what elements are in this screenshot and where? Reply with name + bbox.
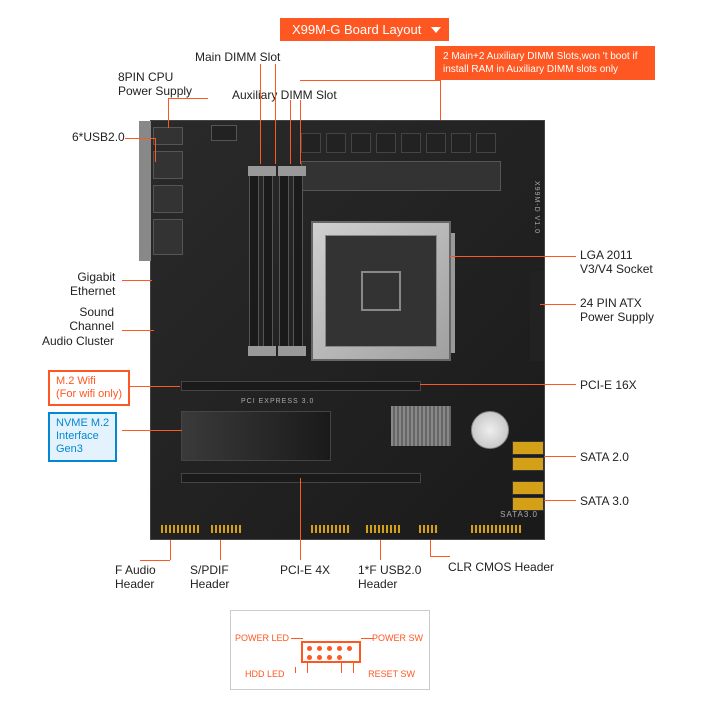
label-spdif: S/PDIF Header	[190, 563, 229, 592]
label-pcie4: PCI-E 4X	[280, 563, 330, 577]
label-faudio: F Audio Header	[115, 563, 156, 592]
label-audio: Sound Channel Audio Cluster	[42, 305, 114, 348]
label-m2wifi: M.2 Wifi (For wifi only)	[48, 370, 130, 406]
label-socket: LGA 2011 V3/V4 Socket	[580, 248, 653, 277]
label-aux-dimm: Auxiliary DIMM Slot	[232, 88, 337, 102]
front-panel-diagram: POWER LED POWER SW HDD LED RESET SW	[230, 610, 430, 690]
warning-box: 2 Main+2 Auxiliary DIMM Slots,won 't boo…	[435, 46, 655, 80]
diagram-root: X99M-G Board Layout 2 Main+2 Auxiliary D…	[0, 0, 720, 720]
label-usb: 6*USB2.0	[72, 130, 125, 144]
label-ethernet: Gigabit Ethernet	[70, 270, 115, 299]
label-atx: 24 PIN ATX Power Supply	[580, 296, 654, 325]
label-pcie16: PCI-E 16X	[580, 378, 637, 392]
label-fusb: 1*F USB2.0 Header	[358, 563, 421, 592]
motherboard: PCI EXPRESS 3.0 X99M-D V1.0 SATA3.0	[150, 120, 545, 540]
label-nvme: NVME M.2 Interface Gen3	[48, 412, 117, 462]
label-clrcmos: CLR CMOS Header	[448, 560, 554, 574]
label-sata2: SATA 2.0	[580, 450, 629, 464]
title-badge: X99M-G Board Layout	[280, 18, 449, 41]
label-cpu-power: 8PIN CPU Power Supply	[118, 70, 192, 99]
label-sata3: SATA 3.0	[580, 494, 629, 508]
label-main-dimm: Main DIMM Slot	[195, 50, 280, 64]
